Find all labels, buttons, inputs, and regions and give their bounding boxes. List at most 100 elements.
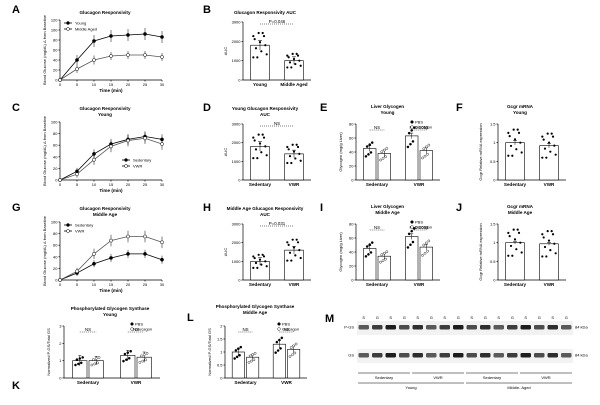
individual-point [381,157,385,160]
y-tick-label: 40 [349,150,354,155]
chart-title: Phosphorylated Glycogen Synthase [216,304,295,309]
individual-point [235,355,239,359]
legend-marker [66,21,70,25]
individual-point [545,156,548,159]
legend-marker [410,220,414,224]
individual-point [541,255,544,258]
y-tick-label: 1 [59,358,62,363]
individual-point [291,238,294,241]
y-tick-label: 60 [349,236,354,241]
individual-point [368,243,372,246]
blot-band [358,353,369,358]
individual-point [292,344,295,348]
panel-M-western-blot: M S G S G S G S G S G S G S G S G P-GS 84 kDa GS 84 kDa Sede… [325,305,600,400]
y-tick-label: 20 [53,266,58,271]
blot-band [561,325,572,330]
blot-band [493,325,504,330]
individual-point [541,233,544,236]
panel-letter-I: I [320,202,324,214]
x-tick-label: 0 [59,282,62,287]
y-tick-label: 60 [53,143,58,148]
individual-point [288,251,292,254]
chart-title: Middle Age Glucagon Responsivity [227,206,304,211]
individual-point [547,141,551,144]
bar-vwr [284,153,304,181]
individual-point [292,150,296,153]
individual-point [260,263,263,266]
individual-point [543,245,547,249]
chart-title: Glucagon Responsivity [79,206,130,211]
legend-label: Glucagon [415,125,432,130]
data-point [143,53,147,57]
individual-point [261,133,264,136]
individual-point [427,143,431,147]
individual-point [513,238,517,241]
individual-point [252,56,255,59]
individual-point [298,152,301,155]
y-tick-label: 40 [53,58,58,63]
significance-label: NS [283,327,289,332]
panel-F: F Gcgr mRNA Young 0 0.5 1 1.5 Gcgr Relative mR… [456,100,570,200]
y-axis-label: Blood Glucose (mg/dL) Δ from Baseline [42,215,47,286]
x-tick-label: Young [253,82,267,87]
y-axis-label: Gcgr Relative mRNA expression [478,123,483,180]
individual-point [287,56,290,59]
data-point [126,252,130,256]
individual-point [258,258,262,261]
significance-label: P=0.031 [269,221,286,226]
lane-label: G [430,315,433,320]
x-tick-label: 10 [92,82,97,87]
individual-point [247,361,251,364]
individual-point [254,261,258,265]
individual-point [427,239,431,243]
individual-point [258,41,262,44]
x-tick-label: VWR [544,182,555,187]
x-tick-label: 20 [126,282,131,287]
individual-point [286,241,289,244]
individual-point [261,253,264,256]
x-tick-label: 25 [143,282,148,287]
blot-band [385,353,396,358]
x-axis-label: Time (min) [99,88,123,93]
individual-point [234,349,238,352]
chart-title: Gcgr mRNA [507,104,534,109]
x-tick-label: VWR [414,182,425,187]
individual-point [367,253,370,256]
individual-point [421,254,424,257]
individual-point [291,52,294,56]
y-tick-label: 1.5 [490,122,496,127]
group-label: VWR [541,375,550,380]
bar-pbs [272,343,286,379]
individual-point [426,152,429,156]
lane-label: G [565,315,568,320]
group-label: Sedentary [483,375,501,380]
y-tick-label: 60 [53,243,58,248]
individual-point [142,353,146,356]
y-tick-label: 60 [53,48,58,53]
y-tick-label: 0.5 [217,363,223,368]
panel-E: E Liver Glycogen Young 0 20 40 60 80 Glycogen (… [320,100,445,200]
individual-point [126,351,130,354]
individual-point [426,249,429,253]
y-tick-label: 0.5 [490,159,496,164]
x-tick-label: Sedentary [77,380,100,385]
y-tick-label: 0 [238,178,241,183]
significance-label: P=0.0036 [410,225,429,230]
individual-point [549,249,552,252]
bar-pbs [363,248,377,281]
individual-point [406,246,410,249]
y-axis-label: AUC [223,47,228,56]
x-tick-label: 10 [92,282,97,287]
individual-point [261,31,264,35]
individual-point [299,256,302,260]
individual-point [364,255,368,258]
x-tick-label: VWR [281,380,292,385]
x-tick-label: 30 [160,82,165,87]
y-axis-label: Blood Glucose (mg/dL) Δ from Baseline [42,14,47,85]
chart-title: Young [381,110,395,115]
x-tick-label: Sedentary [504,282,527,287]
individual-point [296,54,300,57]
